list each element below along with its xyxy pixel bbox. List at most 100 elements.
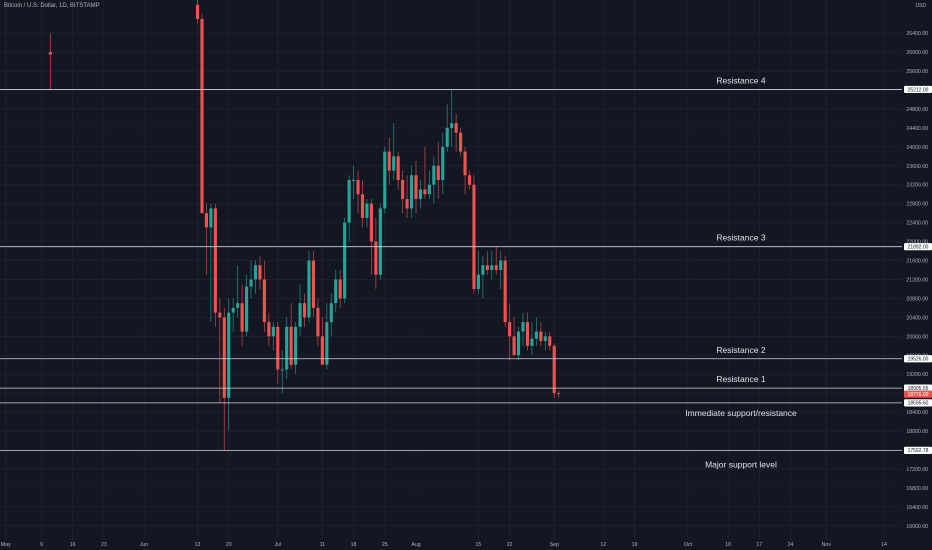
candle-body[interactable] [409,175,414,209]
candle-body[interactable] [467,175,472,185]
candle-body[interactable] [543,336,547,342]
candle-body[interactable] [276,326,280,370]
candle-body[interactable] [360,194,365,218]
candle-body[interactable] [383,151,387,209]
level-price-label: 18905.55 [908,386,929,392]
horizontal-levels[interactable]: Resistance 4 Resistance 3 Resistance 2 Resi… [0,75,902,469]
candle-body[interactable] [534,331,538,339]
candle-body[interactable] [356,180,360,195]
candle-body[interactable] [445,127,449,147]
candle-body[interactable] [48,52,52,55]
candle-body[interactable] [222,317,226,398]
candle-body[interactable] [285,326,289,370]
candle-body[interactable] [387,151,391,171]
candle-body[interactable] [392,156,396,171]
candle-body[interactable] [450,123,454,128]
candle-body[interactable] [218,312,222,318]
candle-body[interactable] [213,208,217,313]
candle-body[interactable] [494,265,498,270]
candle-body[interactable] [423,189,427,195]
candle-body[interactable] [418,189,423,199]
candle-body[interactable] [516,331,521,356]
candle-body[interactable] [316,307,320,337]
candle-body[interactable] [521,322,525,332]
level-price-label: 21892.00 [908,245,929,251]
candle-body[interactable] [525,322,530,346]
last-price-label: 18779.00 [908,392,929,398]
candle-body[interactable] [294,326,298,365]
x-tick-label: May [1,542,11,548]
candle-body[interactable] [401,180,405,199]
candle-body[interactable] [343,222,347,299]
candle-body[interactable] [490,265,494,270]
candle-body[interactable] [432,165,436,185]
candle-body[interactable] [530,338,534,346]
candle-body[interactable] [209,208,213,228]
candle-body[interactable] [436,165,440,180]
candle-body[interactable] [280,369,284,371]
candle-body[interactable] [369,203,373,242]
y-tick-label: 24800.00 [906,107,928,113]
candle-body[interactable] [258,265,262,280]
level-price-label: 18595.60 [908,401,929,407]
candle-body[interactable] [352,180,356,181]
candle-body[interactable] [374,241,378,275]
candle-body[interactable] [463,151,467,176]
candle-body[interactable] [325,322,329,365]
candle-body[interactable] [427,184,431,195]
candle-body[interactable] [311,260,316,308]
candle-body[interactable] [307,260,311,318]
candle-body[interactable] [557,393,561,395]
candle-body[interactable] [195,4,200,19]
candle-body[interactable] [298,303,302,327]
x-tick-label: 15 [476,542,482,548]
candle-body[interactable] [334,279,338,304]
candle-body[interactable] [302,303,307,318]
candle-body[interactable] [441,146,445,180]
candle-body[interactable] [289,326,293,365]
price-axis[interactable]: 26400.0026000.0025600.0025200.0024800.00… [904,31,932,530]
candle-body[interactable] [320,336,324,365]
candle-body[interactable] [245,286,249,332]
candle-body[interactable] [338,279,342,299]
candle-body[interactable] [499,260,503,270]
candle-body[interactable] [236,303,240,308]
candle-body[interactable] [503,260,507,323]
candle-body[interactable] [240,303,244,332]
candle-body[interactable] [454,123,458,133]
level-price-tag [904,243,932,251]
candle-body[interactable] [396,156,400,180]
candle-body[interactable] [249,279,253,287]
candle-body[interactable] [378,208,382,275]
candle-body[interactable] [329,303,333,323]
candle-body[interactable] [472,184,476,289]
x-tick-label: Oct [684,542,693,548]
x-tick-label: 14 [881,542,887,548]
candle-body[interactable] [365,203,369,218]
candle-body[interactable] [552,345,556,394]
candle-body[interactable] [459,132,463,152]
candle-bodies [48,4,561,398]
candle-body[interactable] [476,274,480,289]
candle-body[interactable] [539,331,543,342]
candle-body[interactable] [512,336,516,356]
candle-body[interactable] [347,180,351,223]
candle-body[interactable] [231,307,235,313]
candle-body[interactable] [271,326,275,337]
y-tick-label: 17200.00 [906,467,928,473]
candle-body[interactable] [253,265,258,280]
candle-body[interactable] [267,322,271,337]
candle-body[interactable] [508,322,512,337]
candle-body[interactable] [485,265,489,270]
y-tick-label: 26000.00 [906,50,928,56]
candle-body[interactable] [405,198,409,209]
candle-body[interactable] [262,279,266,323]
candle-body[interactable] [227,312,231,398]
candle-body[interactable] [481,265,485,275]
candle-body[interactable] [414,175,418,199]
time-axis[interactable]: May 9 16 23 Jun 13 20 Jul 11 18 25 Aug 15 22 Sep 12 19 Oc… [1,542,887,548]
candle-body[interactable] [204,213,208,228]
candle-body[interactable] [200,18,204,214]
candle-body[interactable] [548,336,552,346]
